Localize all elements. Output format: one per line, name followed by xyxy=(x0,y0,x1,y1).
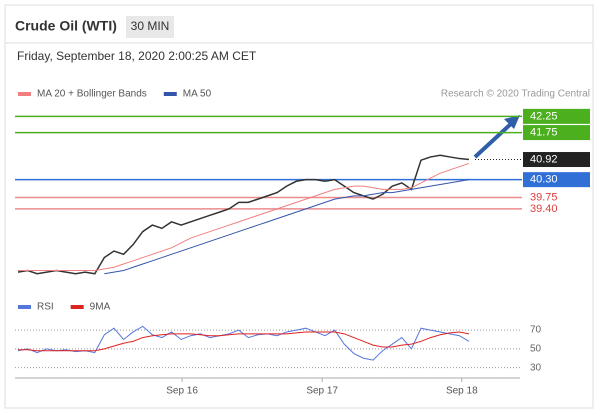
timestamp: Friday, September 18, 2020 2:00:25 AM CE… xyxy=(17,49,257,63)
legend-label: RSI xyxy=(37,302,54,313)
credit: Research © 2020 Trading Central xyxy=(441,89,590,100)
legend-swatch xyxy=(163,92,177,96)
series-line xyxy=(18,162,470,272)
x-tick-label: Sep 17 xyxy=(306,386,338,397)
series-line xyxy=(18,331,470,352)
y-tick-label: 50 xyxy=(530,343,542,354)
level-label: 42.25 xyxy=(530,110,558,122)
level-box xyxy=(523,108,590,124)
title: Crude Oil (WTI) xyxy=(15,18,117,34)
legend-swatch xyxy=(18,92,31,96)
level-label: 39.40 xyxy=(530,203,558,215)
arrow-head xyxy=(504,115,520,129)
legend-swatch xyxy=(18,305,31,309)
frame xyxy=(4,4,594,409)
level-label: 40.30 xyxy=(530,174,558,186)
legend-label: MA 50 xyxy=(183,89,212,100)
legend-label: 9MA xyxy=(90,302,111,313)
level-label: 40.92 xyxy=(530,153,558,165)
interval-box xyxy=(126,16,174,38)
y-tick-label: 30 xyxy=(530,362,542,373)
series-line xyxy=(104,179,470,275)
interval: 30 MIN xyxy=(131,19,170,33)
level-box xyxy=(523,152,590,168)
x-tick-label: Sep 16 xyxy=(166,386,198,397)
forecast-arrow xyxy=(473,119,516,159)
legend-swatch xyxy=(70,305,84,309)
x-tick-label: Sep 18 xyxy=(446,386,478,397)
series-line xyxy=(17,154,470,275)
level-label: 41.75 xyxy=(530,126,558,138)
level-box xyxy=(523,125,590,141)
y-tick-label: 70 xyxy=(530,325,542,336)
level-label: 39.75 xyxy=(530,191,558,203)
level-box xyxy=(523,172,590,188)
legend-label: MA 20 + Bollinger Bands xyxy=(37,89,147,100)
